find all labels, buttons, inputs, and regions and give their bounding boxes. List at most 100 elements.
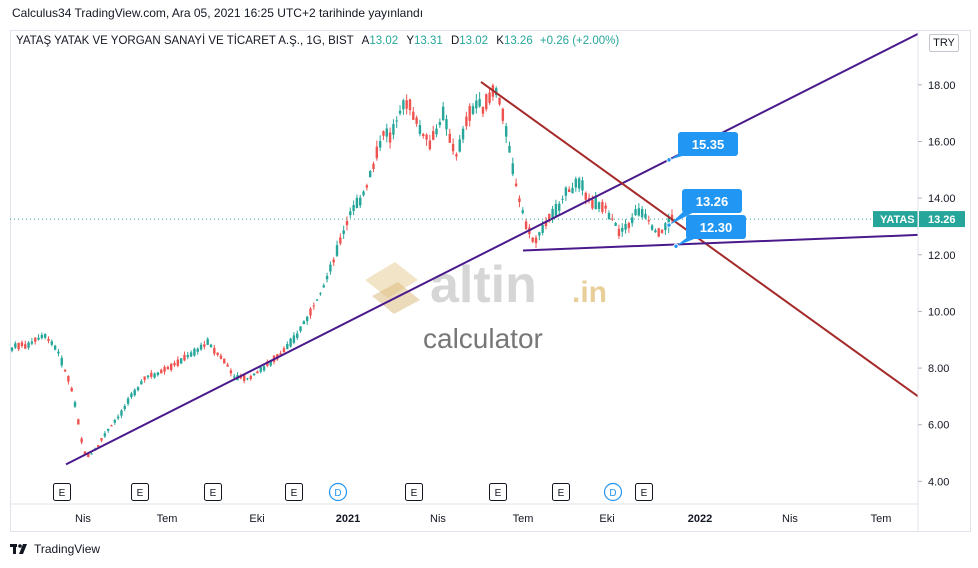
earnings-marker-label: E — [137, 488, 144, 499]
candle-body — [647, 220, 650, 222]
candle-body — [309, 308, 312, 316]
candle-body — [352, 205, 355, 212]
footer-brand: TradingView — [10, 542, 100, 556]
candle-body — [438, 122, 442, 126]
candle-body — [34, 337, 37, 342]
candle-body — [315, 299, 319, 301]
symbol-name: YATAŞ YATAK VE YORGAN SANAYİ VE TİCARET … — [16, 35, 354, 47]
currency-button[interactable]: TRY — [929, 34, 959, 52]
earnings-marker — [204, 483, 222, 501]
dividend-marker-label: D — [609, 488, 616, 499]
candle-body — [670, 214, 674, 221]
candle-body — [249, 376, 252, 380]
candle-body — [183, 354, 186, 361]
candle-body — [634, 209, 637, 216]
candle-body — [654, 230, 657, 233]
candle-body — [637, 208, 641, 216]
candle-body — [103, 433, 107, 437]
callout-anchor-dot — [673, 243, 679, 249]
candle-body — [289, 338, 292, 347]
candle-body — [604, 205, 607, 209]
candle-body — [14, 343, 17, 348]
price-callout-label: 13.26 — [696, 194, 729, 209]
candle-body — [478, 98, 481, 107]
candle-body — [365, 185, 369, 188]
candle-body — [481, 106, 485, 114]
dividend-marker-label: D — [334, 488, 341, 499]
x-tick-label: 2021 — [336, 513, 360, 525]
candle-body — [77, 419, 80, 425]
publish-info: Calculus34 TradingView.com, Ara 05, 2021… — [12, 6, 424, 20]
earnings-marker-label: E — [495, 488, 502, 499]
candle-body — [577, 178, 581, 189]
candle-body — [418, 124, 422, 134]
candle-body — [465, 116, 468, 127]
candle-body — [60, 357, 63, 366]
candle-body — [166, 366, 170, 370]
y-tick-label: 12.00 — [928, 250, 956, 262]
candle-body — [335, 245, 339, 256]
earnings-marker-label: E — [210, 488, 217, 499]
symbol-price-tag — [873, 211, 918, 228]
candle-body — [296, 333, 299, 338]
candle-body — [70, 387, 73, 392]
candle-body — [558, 203, 561, 211]
candle-body — [504, 126, 508, 137]
candle-body — [455, 154, 458, 157]
candle-body — [611, 218, 614, 220]
candle-body — [382, 131, 385, 136]
callout-pointer — [676, 235, 704, 247]
candle-body — [256, 371, 259, 374]
candle-body — [189, 352, 193, 357]
price-callout — [686, 215, 746, 239]
candle-body — [650, 225, 654, 230]
candle-body — [302, 321, 306, 325]
candle-body — [584, 192, 587, 200]
open-label: A — [361, 35, 370, 47]
candle-body — [627, 223, 631, 229]
candle-body — [561, 198, 564, 200]
candle-body — [233, 376, 236, 378]
candle-body — [514, 183, 518, 186]
candle-body — [213, 347, 216, 354]
candle-body — [508, 145, 511, 153]
change-value: +0.26 (+2.00%) — [539, 35, 620, 47]
candle-body — [448, 133, 451, 143]
y-tick-label: 18.00 — [928, 80, 956, 92]
candle-body — [83, 451, 87, 454]
candle-body — [607, 213, 611, 219]
candle-body — [392, 124, 395, 135]
candle-body — [113, 420, 117, 423]
dividend-marker — [603, 482, 623, 502]
candle-body — [574, 178, 578, 188]
x-tick-label: Tem — [157, 513, 178, 525]
candle-body — [156, 372, 160, 376]
candle-body — [518, 198, 521, 202]
candle-body — [160, 369, 163, 374]
high-label: Y — [406, 35, 414, 47]
candle-body — [538, 232, 541, 236]
candle-body — [571, 187, 574, 194]
candle-body — [521, 210, 524, 214]
chart-frame — [10, 30, 971, 532]
candle-body — [312, 305, 316, 307]
watermark-sub: calculator — [423, 323, 543, 354]
candle-body — [50, 341, 53, 345]
earnings-marker-label: E — [558, 488, 565, 499]
candle-body — [146, 375, 150, 378]
x-tick-label: Tem — [513, 513, 534, 525]
candle-body — [495, 88, 498, 96]
y-tick-label: 4.00 — [928, 476, 949, 488]
candle-body — [617, 228, 621, 237]
candle-body — [136, 387, 140, 391]
candle-body — [133, 389, 136, 396]
earnings-marker-label: E — [291, 488, 298, 499]
low-label: D — [450, 35, 460, 47]
y-tick-label: 10.00 — [928, 306, 956, 318]
candle-body — [471, 106, 475, 114]
candle-body — [252, 373, 256, 376]
candle-body — [286, 344, 289, 350]
candle-body — [531, 237, 534, 242]
candle-body — [355, 197, 359, 209]
